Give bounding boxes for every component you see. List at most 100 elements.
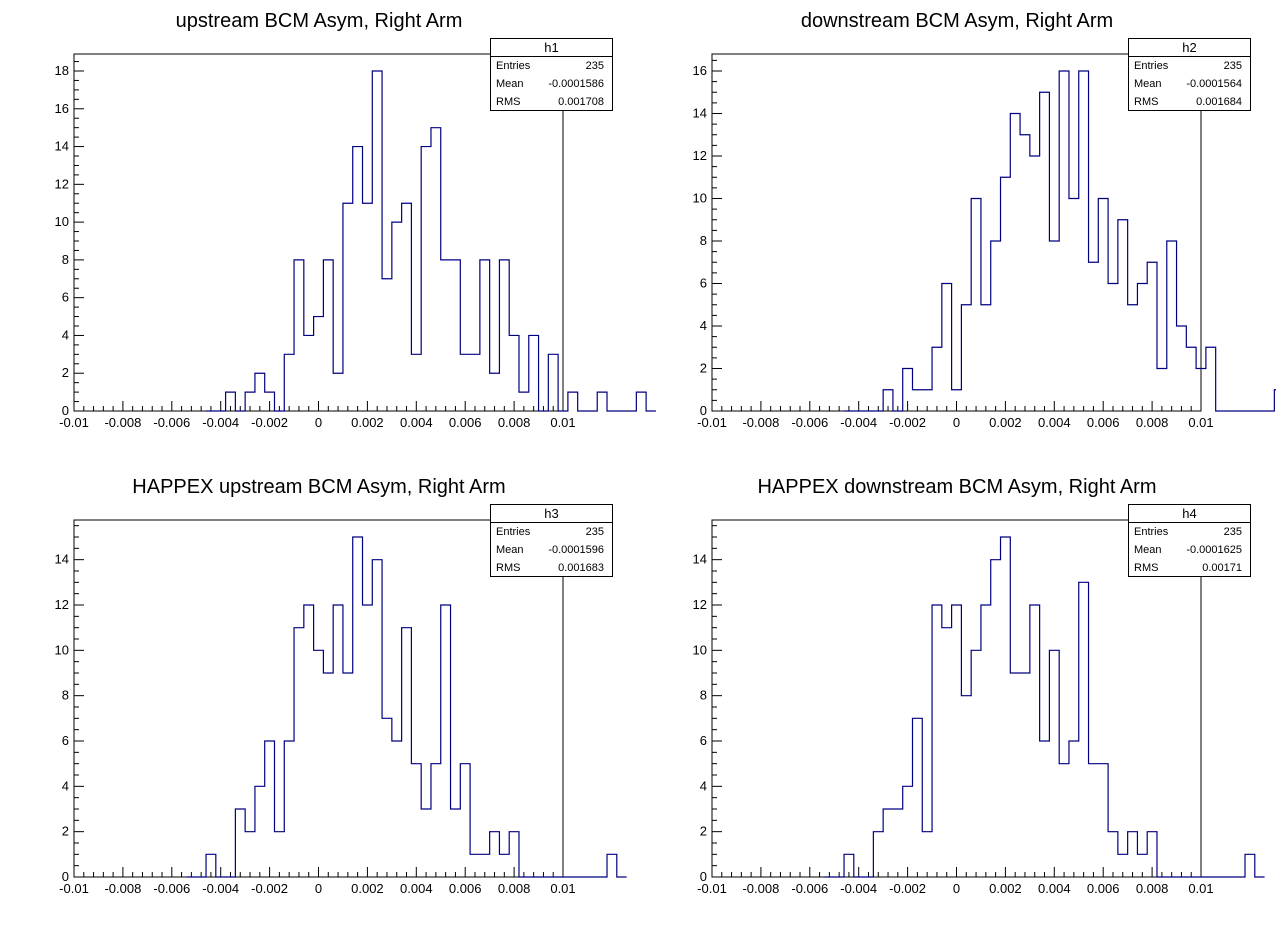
histogram-bin [1069, 741, 1079, 877]
y-tick-label: 14 [693, 552, 707, 567]
histogram-bin [1059, 71, 1069, 411]
histogram-bin [991, 560, 1001, 877]
histogram-bin [411, 764, 421, 877]
histogram-bin [509, 832, 519, 877]
stats-rms-row: RMS 0.001684 [1129, 93, 1250, 111]
histogram-bin [490, 832, 500, 877]
histogram-bin [903, 369, 913, 412]
y-tick-label: 8 [700, 233, 707, 248]
histogram-bin [942, 628, 952, 877]
x-tick-label: -0.008 [742, 415, 779, 430]
histogram-bin [1128, 832, 1138, 877]
stats-box: h4 Entries 235 Mean -0.0001625 RMS 0.00171 [1128, 504, 1251, 577]
y-tick-label: 0 [700, 869, 707, 884]
histogram-bin [1040, 92, 1050, 411]
x-tick-label: -0.008 [104, 415, 141, 430]
histogram-bin [402, 628, 412, 877]
histogram-bin [441, 605, 451, 877]
y-tick-label: 2 [62, 824, 69, 839]
histogram-bin [1137, 284, 1147, 412]
stats-entries-row: Entries 235 [1129, 57, 1250, 75]
histogram-line [824, 536, 1265, 878]
x-axis: -0.01 -0.008 -0.006 -0.004 -0.002 0 0.002 0.004… [697, 867, 1214, 896]
x-tick-label: -0.008 [104, 881, 141, 896]
chart-title: HAPPEX downstream BCM Asym, Right Arm [757, 476, 1157, 498]
y-tick-label: 8 [62, 252, 69, 267]
y-tick-label: 10 [693, 642, 707, 657]
histogram-bin [490, 373, 500, 411]
stats-entries-value: 235 [585, 60, 604, 72]
x-tick-label: 0.01 [1188, 881, 1213, 896]
histogram-plot: -0.01 -0.008 -0.006 -0.004 -0.002 0 0.002 0.004… [55, 53, 656, 430]
y-tick-label: 16 [55, 101, 69, 116]
stats-entries-label: Entries [1134, 60, 1169, 72]
histogram-plot: -0.01 -0.008 -0.006 -0.004 -0.002 0 0.002 0.004… [693, 519, 1265, 896]
x-axis: -0.01 -0.008 -0.006 -0.004 -0.002 0 0.002 0.004… [59, 867, 576, 896]
histogram-bin [431, 764, 441, 877]
histogram-bin [529, 335, 539, 411]
histogram-bin [392, 222, 402, 411]
x-tick-label: -0.006 [153, 415, 190, 430]
histogram-bin [421, 809, 431, 877]
stats-mean-label: Mean [496, 78, 524, 90]
histogram-bins [226, 71, 647, 411]
histogram-bins [883, 71, 1276, 411]
histogram-bin [372, 71, 382, 411]
histogram-bin [1098, 199, 1108, 412]
x-tick-label: 0.002 [351, 881, 384, 896]
histogram-bin [952, 605, 962, 877]
y-tick-label: 14 [693, 106, 707, 121]
histogram-bin [844, 854, 854, 877]
histogram-bin [499, 260, 509, 411]
x-tick-label: 0.002 [989, 881, 1022, 896]
y-tick-label: 12 [693, 597, 707, 612]
histogram-bin [265, 392, 275, 411]
x-tick-label: 0.008 [498, 415, 531, 430]
histogram-bin [402, 203, 412, 411]
histogram-line [186, 536, 627, 878]
histogram-bin [245, 832, 255, 877]
y-tick-label: 12 [55, 176, 69, 191]
histogram-bin [294, 260, 304, 411]
x-tick-label: 0.008 [498, 881, 531, 896]
histogram-bin [392, 741, 402, 877]
histogram-bin [1137, 854, 1147, 877]
x-tick-label: 0.006 [1087, 881, 1120, 896]
y-tick-label: 12 [693, 148, 707, 163]
stats-rms-row: RMS 0.00171 [1129, 559, 1250, 577]
stats-rms-value: 0.00171 [1202, 562, 1242, 574]
y-tick-label: 2 [62, 365, 69, 380]
stats-rms-label: RMS [496, 96, 521, 108]
histogram-bin [304, 605, 314, 877]
stats-mean-value: -0.0001564 [1186, 78, 1242, 90]
stats-entries-label: Entries [496, 526, 531, 538]
x-tick-label: 0.006 [449, 415, 482, 430]
x-tick-label: 0.004 [400, 415, 433, 430]
histogram-bin [333, 605, 343, 877]
histogram-bin [519, 392, 529, 411]
stats-rms-row: RMS 0.001683 [491, 559, 612, 577]
stats-mean-label: Mean [1134, 78, 1162, 90]
stats-name: h2 [1129, 39, 1250, 57]
histogram-line [206, 70, 656, 412]
stats-mean-value: -0.0001625 [1186, 544, 1242, 556]
y-tick-label: 6 [700, 733, 707, 748]
y-axis: 0 2 4 6 8 10 12 14 [693, 525, 722, 884]
stats-mean-row: Mean -0.0001564 [1129, 75, 1250, 93]
x-tick-label: -0.004 [840, 881, 877, 896]
x-tick-label: 0 [953, 415, 960, 430]
histogram-bin [274, 832, 284, 877]
x-tick-label: 0.006 [1087, 415, 1120, 430]
histogram-bin [451, 260, 461, 411]
histogram-bin [480, 260, 490, 411]
histogram-bin [1118, 220, 1128, 411]
histogram-bin [568, 392, 578, 411]
histogram-bin [883, 809, 893, 877]
histogram-bin [903, 786, 913, 877]
x-tick-label: -0.004 [202, 415, 239, 430]
histogram-bin [411, 354, 421, 411]
histogram-bin [480, 854, 490, 877]
x-tick-label: 0 [953, 881, 960, 896]
stats-name: h1 [491, 39, 612, 57]
x-axis: -0.01 -0.008 -0.006 -0.004 -0.002 0 0.002 0.004… [59, 401, 576, 430]
